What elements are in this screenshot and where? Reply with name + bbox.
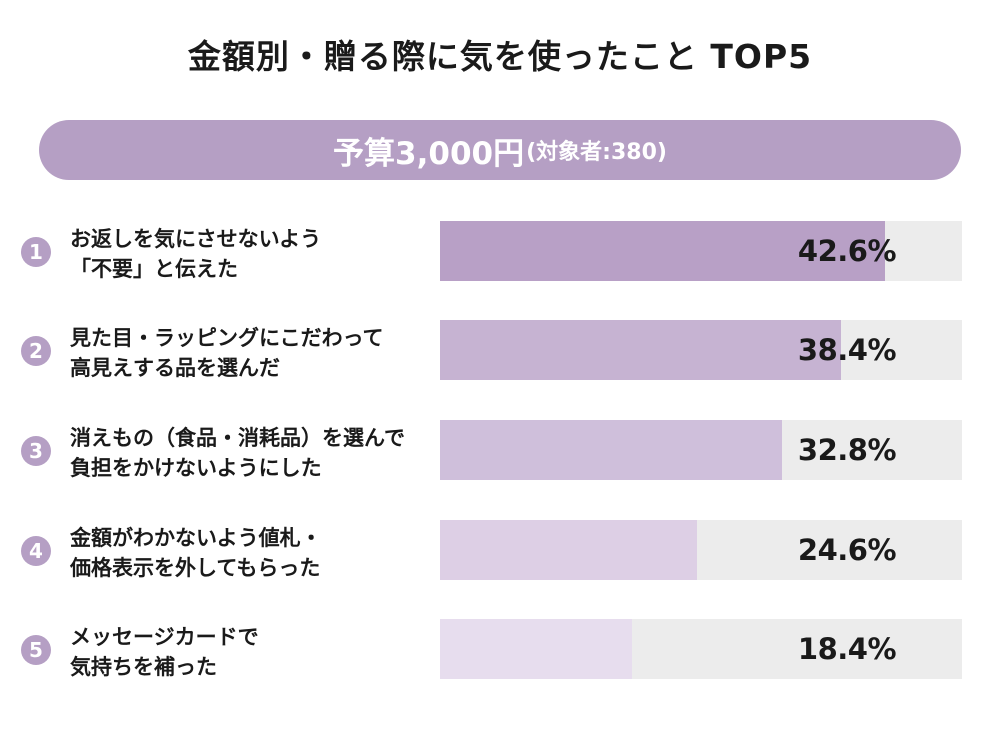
bar-fill: [440, 619, 632, 679]
category-label-line1: メッセージカードで: [70, 625, 259, 649]
category-label-line1: お返しを気にさせないよう: [70, 227, 322, 251]
category-label: 見た目・ラッピングにこだわって 高見えする品を選んだ: [70, 323, 430, 383]
category-label: メッセージカードで 気持ちを補った: [70, 622, 430, 682]
bar-row: 1 お返しを気にさせないよう 「不要」と伝えた 42.6%: [0, 221, 1000, 281]
category-label: 消えもの（食品・消耗品）を選んで 負担をかけないようにした: [70, 423, 430, 483]
value-label: 32.8%: [797, 433, 897, 467]
bar-fill: [440, 320, 841, 380]
budget-banner-sub: (対象者:380): [526, 140, 667, 165]
rank-badge: 4: [21, 536, 51, 566]
bar-track: 32.8%: [440, 420, 962, 480]
category-label-line1: 金額がわかないよう値札・: [70, 526, 322, 550]
category-label-line2: 気持ちを補った: [70, 655, 217, 679]
value-label: 24.6%: [797, 533, 897, 567]
rank-badge: 1: [21, 237, 51, 267]
category-label-line2: 高見えする品を選んだ: [70, 356, 280, 380]
chart-title: 金額別・贈る際に気を使ったこと TOP5: [187, 37, 813, 76]
category-label: 金額がわかないよう値札・ 価格表示を外してもらった: [70, 523, 430, 583]
value-label: 18.4%: [797, 632, 897, 666]
category-label-line2: 価格表示を外してもらった: [70, 556, 321, 580]
budget-banner-main: 予算3,000円: [333, 135, 525, 172]
bar-fill: [440, 221, 885, 281]
category-label-line2: 「不要」と伝えた: [70, 257, 238, 281]
bar-row: 5 メッセージカードで 気持ちを補った 18.4%: [0, 619, 1000, 679]
bar-track: 18.4%: [440, 619, 962, 679]
bar-fill: [440, 420, 782, 480]
bar-track: 38.4%: [440, 320, 962, 380]
value-label: 42.6%: [797, 234, 897, 268]
value-label: 38.4%: [797, 333, 897, 367]
bar-row: 3 消えもの（食品・消耗品）を選んで 負担をかけないようにした 32.8%: [0, 420, 1000, 480]
rank-badge: 5: [21, 635, 51, 665]
bar-fill: [440, 520, 697, 580]
category-label-line2: 負担をかけないようにした: [70, 456, 322, 480]
budget-banner: 予算3,000円 (対象者:380): [39, 120, 961, 180]
bar-row: 2 見た目・ラッピングにこだわって 高見えする品を選んだ 38.4%: [0, 320, 1000, 380]
bar-track: 42.6%: [440, 221, 962, 281]
bar-row: 4 金額がわかないよう値札・ 価格表示を外してもらった 24.6%: [0, 520, 1000, 580]
category-label-line1: 見た目・ラッピングにこだわって: [70, 326, 384, 350]
rank-badge: 3: [21, 436, 51, 466]
rank-badge: 2: [21, 336, 51, 366]
category-label-line1: 消えもの（食品・消耗品）を選んで: [70, 426, 405, 450]
bar-track: 24.6%: [440, 520, 962, 580]
category-label: お返しを気にさせないよう 「不要」と伝えた: [70, 224, 430, 284]
